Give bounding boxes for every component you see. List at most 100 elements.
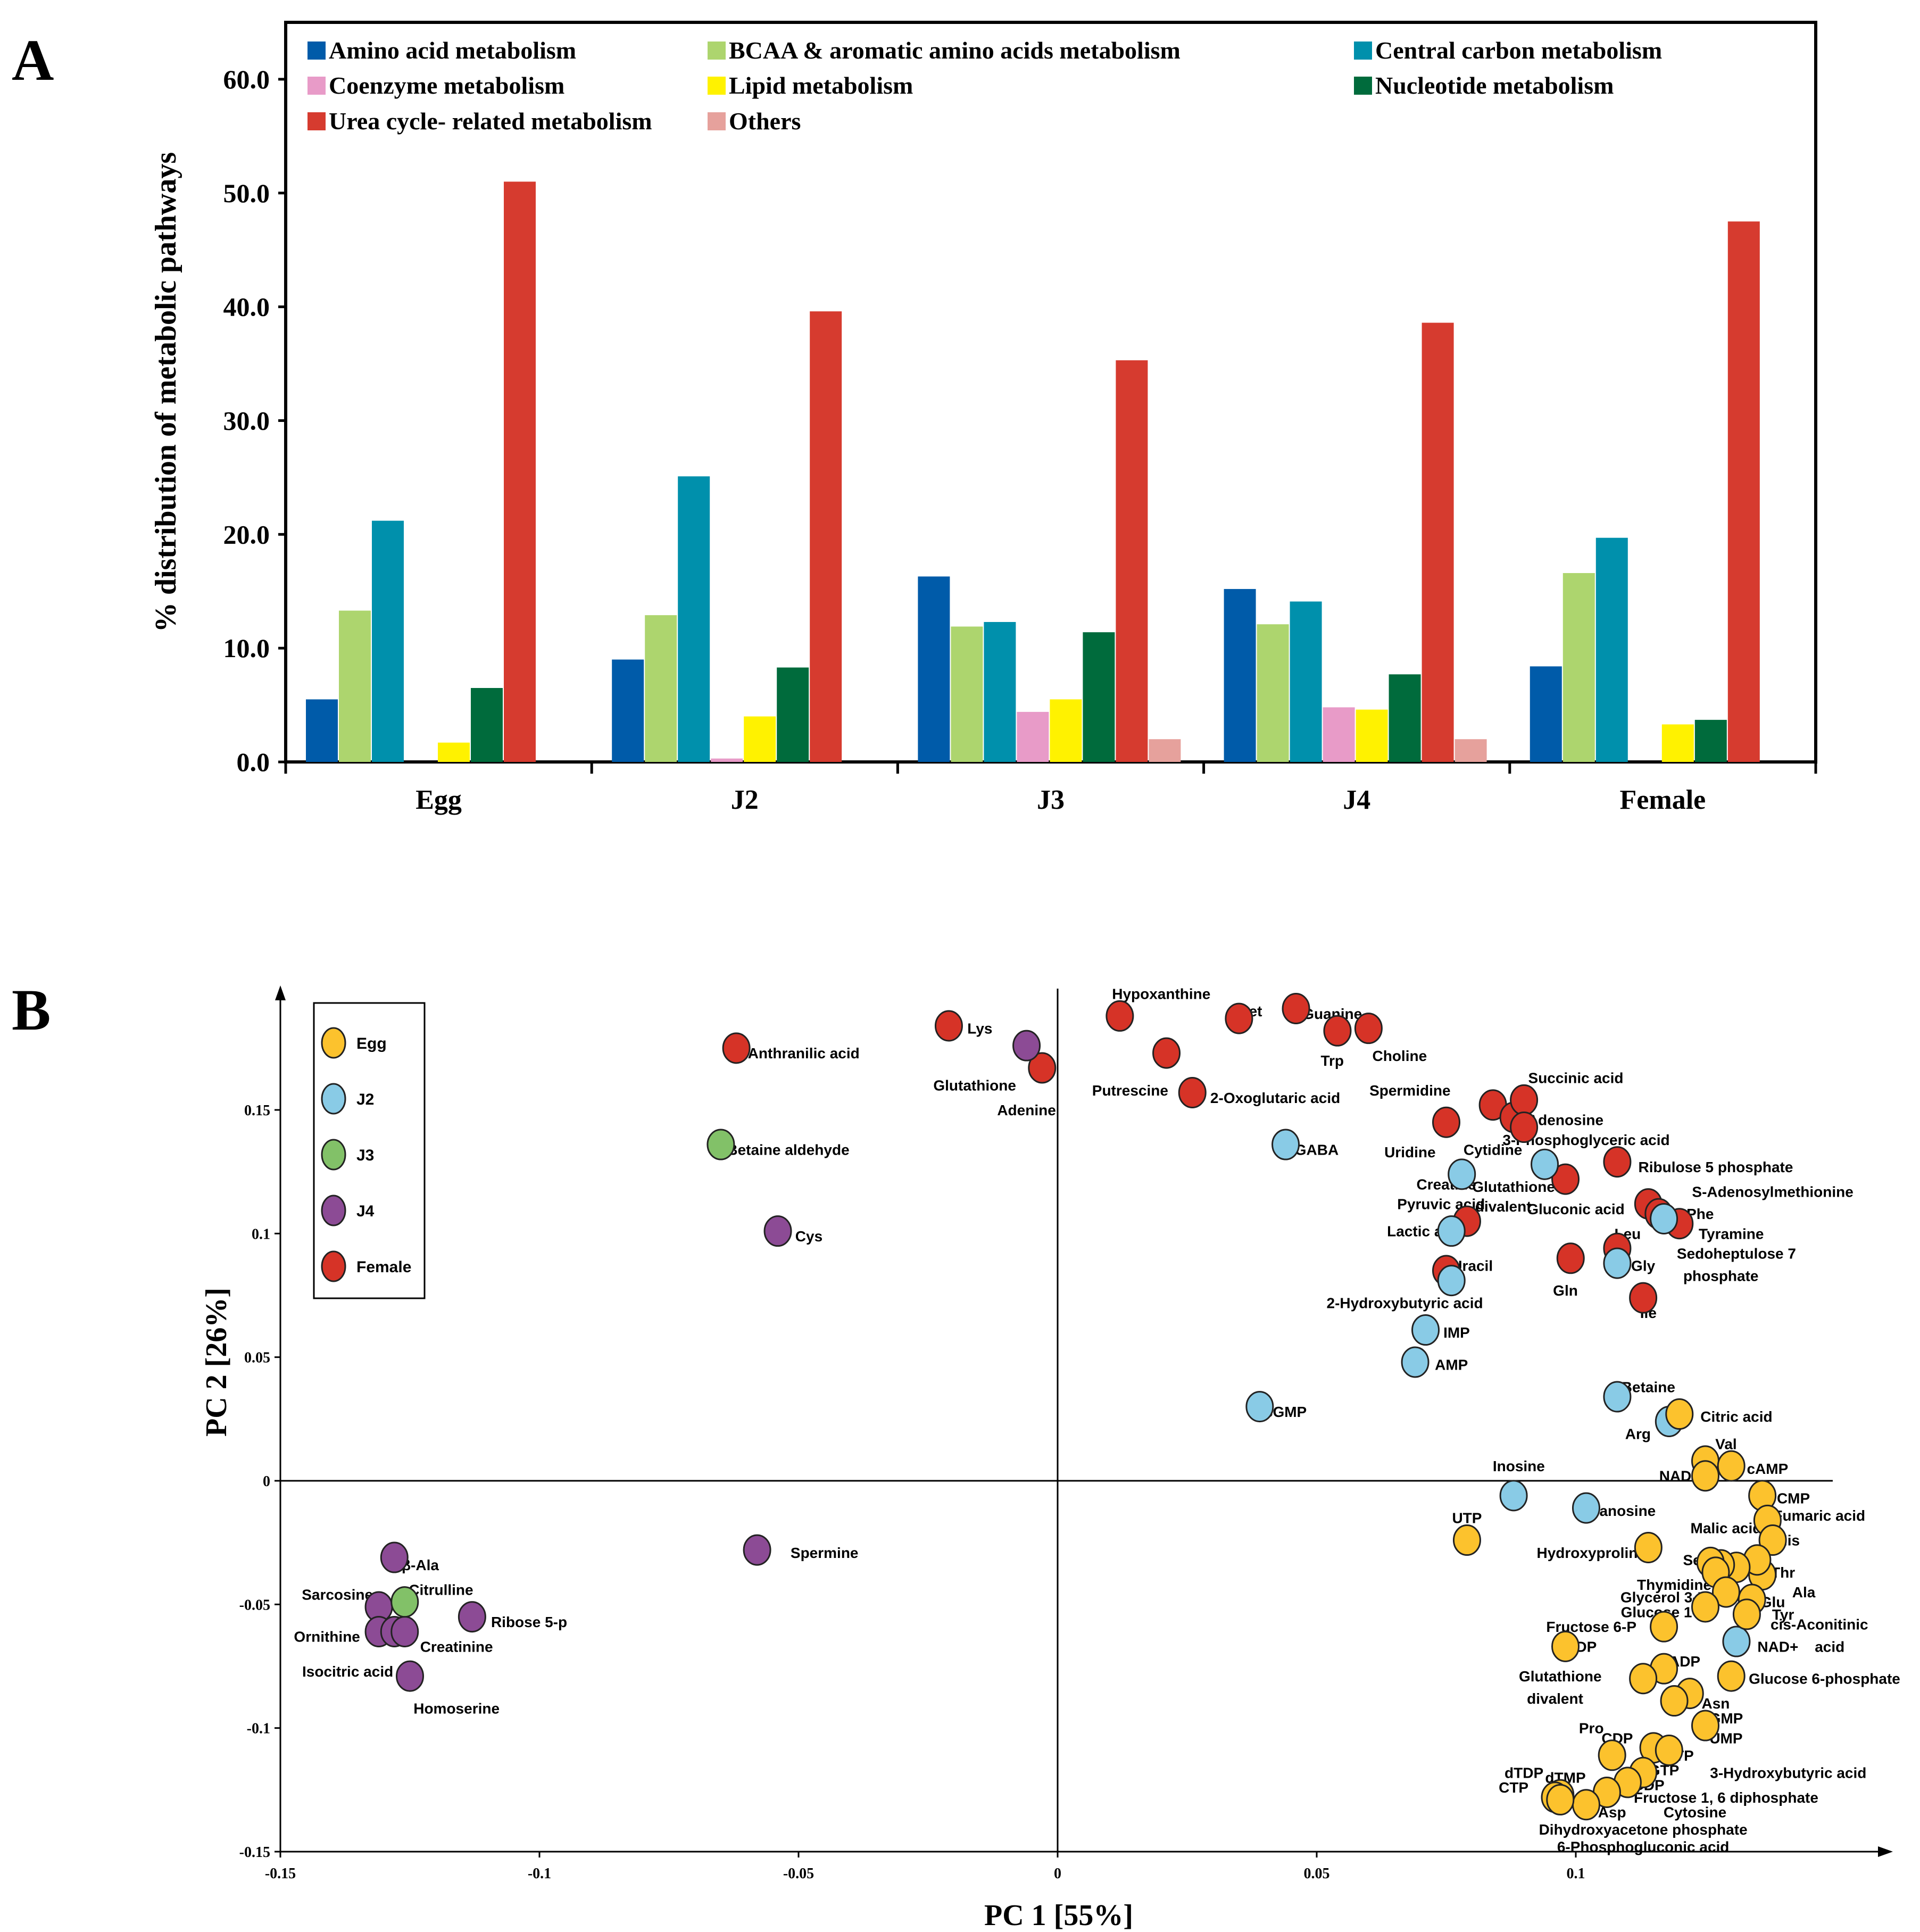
legend-marker-b [321,1195,346,1226]
y-axis-arrow-b [275,985,286,1000]
bar [1017,711,1049,762]
scatter-point-egg [1711,1576,1740,1608]
bar [1422,322,1454,762]
scatter-point-female [1510,1112,1539,1143]
point-label: acid [1815,1638,1844,1655]
scatter-point-female [934,1010,963,1042]
legend-label-a: Central carbon metabolism [1375,37,1662,64]
bar [504,181,536,762]
scatter-point-j2 [1401,1346,1429,1378]
x-tick-label-a: J4 [1343,785,1370,815]
scatter-point-j2 [1245,1391,1274,1423]
legend-marker-b [321,1027,346,1059]
scatter-point-egg [1717,1660,1746,1692]
bar [678,476,710,762]
point-label: Val [1715,1436,1736,1452]
point-label: Ornithine [294,1629,360,1645]
point-label: Dihydroxyacetone phosphate [1539,1821,1748,1838]
y-axis-title-a: % distribution of metabolic pathways [149,152,182,632]
x-tick-label-a: J2 [731,785,759,815]
point-label: Fumaric acid [1773,1507,1865,1524]
scatter-point-female [1225,1002,1253,1034]
y-tick-label-b: 0.15 [244,1102,270,1119]
point-label: divalent [1527,1690,1583,1707]
bar [810,311,842,762]
panel-label-a: A [12,28,54,93]
x-tick-label-b: -0.05 [783,1865,814,1882]
bar [918,576,950,762]
scatter-point-j2 [1603,1247,1632,1279]
scatter-point-j2 [1603,1381,1632,1413]
scatter-point-egg [1665,1398,1694,1430]
scatter-point-egg [1634,1531,1663,1563]
scatter-point-egg [1717,1450,1746,1482]
panel-label-b: B [12,977,51,1042]
x-tick-label-b: 0 [1054,1865,1061,1882]
point-label: Homoserine [413,1700,500,1717]
bar [744,716,776,762]
point-labels: HypoxanthineMetGuanineTrpCholinePutresci… [294,986,1900,1855]
point-label: NAD+ [1757,1638,1798,1655]
legend-label-a: Lipid metabolism [729,72,913,99]
bar [306,699,338,762]
point-label: Anthranilic acid [748,1045,860,1062]
point-label: IMP [1443,1324,1470,1341]
point-label: Ala [1792,1584,1816,1601]
scatter-point-j2 [1722,1626,1751,1657]
bar [438,742,470,762]
scatter-point-female [1510,1084,1539,1116]
scatter-point-egg [1660,1685,1689,1717]
scatter-point-egg [1691,1460,1719,1492]
legend-label-b: J2 [356,1091,374,1108]
point-label: Glucose 6-phosphate [1749,1671,1900,1687]
point-label: Malic acid [1691,1520,1762,1536]
y-tick-label-b: -0.15 [239,1844,270,1861]
point-label: 3-Hydroxybutyric acid [1710,1764,1866,1781]
y-tick-label-b: 0.05 [244,1350,270,1366]
point-label: Uridine [1384,1144,1435,1160]
scatter-point-j4 [743,1534,771,1566]
y-tick-label-a: 30.0 [223,405,270,435]
x-tick-label-a: Female [1620,785,1706,815]
scatter-point-female [1551,1163,1580,1195]
point-label: Glutathione [1472,1179,1555,1195]
y-tick-label-b: -0.1 [247,1721,270,1737]
bar-series-group [306,181,1760,762]
bar-chart-panel-a: 0.0 10.0 20.0 30.0 40.0 50.0 60.0 Egg J2 J3 J4 Fema… [149,21,1817,815]
scatter-points [364,992,1787,1821]
point-label: Cytosine [1664,1804,1726,1821]
point-label: dTDP [1505,1764,1543,1781]
bar [984,621,1016,762]
point-label: Sarcosine [302,1587,373,1603]
legend-a: Amino acid metabolism BCAA & aromatic ami… [307,37,1662,135]
legend-label-a: BCAA & aromatic amino acids metabolism [729,37,1181,64]
x-tick-label-b: -0.1 [528,1865,551,1882]
legend-marker-b [321,1083,346,1115]
legend-b: Egg J2 J3 J4 Female [313,1002,426,1299]
bar [777,667,809,762]
point-label: 2-Hydroxybutyric acid [1327,1295,1483,1311]
bar [1116,360,1148,762]
legend-swatch-a [1354,77,1372,95]
point-label: Citric acid [1700,1408,1772,1425]
legend-swatch-a [708,77,726,95]
x-tick-label-a: J3 [1037,785,1065,815]
point-label: Betaine aldehyde [727,1141,849,1158]
legend-label-a: Coenzyme metabolism [329,72,564,99]
legend-label-a: Urea cycle- related metabolism [329,107,652,135]
point-label: Ribose 5-p [491,1614,567,1630]
point-label: Lys [967,1021,992,1037]
scatter-point-egg [1650,1611,1678,1643]
scatter-point-egg [1598,1739,1626,1771]
scatter-point-egg [1758,1524,1787,1556]
legend-label-b: J3 [356,1147,374,1164]
point-label: Citrulline [409,1581,473,1598]
legend-label-a: Amino acid metabolism [329,37,576,64]
scatter-point-j3 [390,1586,419,1618]
scatter-point-female [1106,1000,1134,1032]
scatter-point-j4 [390,1615,419,1647]
point-label: AMP [1435,1357,1468,1373]
bar [1727,221,1760,762]
legend-swatch-a [708,42,726,60]
legend-marker-b [321,1250,346,1282]
